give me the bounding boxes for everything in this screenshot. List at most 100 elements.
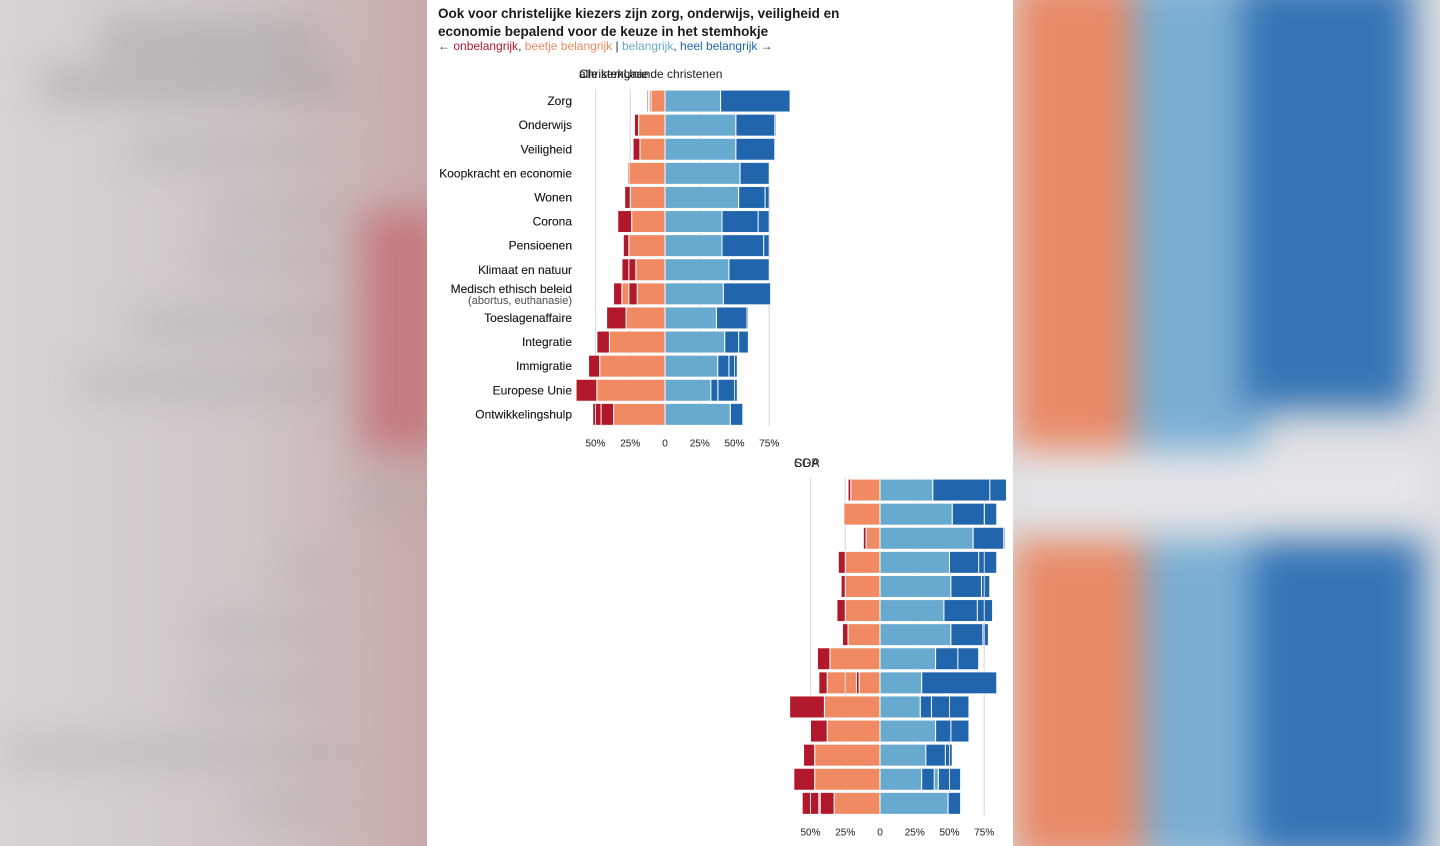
blur-shape [280, 560, 340, 582]
bar-unimportant [626, 161, 630, 185]
bar-very-important [949, 550, 980, 574]
blur-band-important [1133, 0, 1263, 460]
tick-label: 25% [620, 438, 640, 449]
bar-unimportant [818, 671, 828, 695]
tick-label: 25% [905, 827, 925, 838]
bar-important [879, 743, 927, 767]
blur-shape [360, 210, 427, 450]
bar-very-important [717, 354, 730, 378]
bar-important [664, 378, 712, 402]
bar-unimportant [588, 354, 601, 378]
category-label: Europese Unie [493, 383, 573, 397]
bar-very-important [722, 282, 772, 306]
legend-right-arrow: → [760, 39, 773, 53]
tick-label: 25% [905, 827, 925, 838]
bar-important [664, 402, 731, 426]
category-label: Koopkracht en economie [439, 166, 572, 180]
blur-shape [40, 70, 340, 100]
bar-important [879, 791, 949, 815]
bar-bit-important [650, 89, 666, 113]
bar-bit-important [608, 330, 666, 354]
tick-label: 50% [939, 827, 959, 838]
bar-bit-important [638, 113, 666, 137]
category-sublabel: (abortus, euthanasie) [468, 295, 572, 307]
category-label: Ontwikkelingshulp [475, 407, 572, 421]
bar-important [879, 478, 934, 502]
blur-band-very-important [1243, 0, 1413, 410]
bar-important [664, 137, 737, 161]
bar-unimportant [622, 234, 630, 258]
tick-label: 25% [690, 438, 710, 449]
bar-bit-important [814, 743, 881, 767]
blur-shape [240, 795, 340, 817]
tick-label: 25% [690, 438, 710, 449]
legend-separator: | [615, 39, 619, 53]
bar-important [879, 599, 945, 623]
tick-label: 0 [877, 827, 883, 838]
bar-very-important [728, 258, 770, 282]
tick-label: 50% [800, 827, 820, 838]
legend-left-arrow: ← [438, 39, 450, 53]
bar-very-important [935, 647, 959, 671]
bar-bit-important [628, 234, 666, 258]
bar-very-important [951, 502, 985, 526]
blur-shape [80, 370, 340, 396]
category-label: Integratie [522, 335, 572, 349]
blur-band-light [1013, 450, 1433, 520]
bar-very-important [735, 137, 776, 161]
category-label: Pensioenen [509, 239, 572, 253]
bar-important [664, 113, 737, 137]
blur-shape [210, 200, 340, 222]
bar-unimportant [819, 791, 835, 815]
bar-unimportant [575, 378, 598, 402]
bar-bit-important [629, 185, 666, 209]
bar-unimportant [803, 743, 816, 767]
tick-label: 50% [800, 827, 820, 838]
tick-label: 25% [835, 827, 855, 838]
tick-label: 75% [974, 827, 994, 838]
bar-bit-important [858, 671, 881, 695]
bar-very-important [739, 161, 770, 185]
bar-bit-important [850, 478, 881, 502]
bar-very-important [921, 767, 935, 791]
bar-important [879, 719, 937, 743]
bar-bit-important [625, 306, 666, 330]
legend-very-important: heel belangrijk [680, 39, 758, 53]
background-right-blur [1013, 0, 1440, 846]
category-label: Wonen [534, 190, 572, 204]
bar-important [664, 161, 741, 185]
bar-very-important [921, 671, 998, 695]
category-label: Pensioenen [509, 239, 572, 253]
category-label: Medisch ethisch beleid [451, 282, 572, 296]
bar-bit-important [844, 599, 881, 623]
bar-very-important [928, 695, 970, 719]
bar-unimportant [840, 574, 846, 598]
blur-shape [360, 480, 420, 510]
bar-important [879, 767, 923, 791]
small-multiples-chart: alle kerkgaande christenen Zorg Onderwijs V… [439, 67, 1007, 838]
bar-unimportant [810, 719, 828, 743]
blur-band-very-important [1253, 540, 1423, 846]
bar-important [664, 330, 726, 354]
bar-important [664, 306, 717, 330]
bar-bit-important [636, 282, 666, 306]
bar-unimportant [628, 282, 638, 306]
blur-shape [0, 740, 340, 764]
category-label: Veiligheid [521, 142, 572, 156]
tick-label: 75% [759, 438, 779, 449]
tick-label: 75% [974, 827, 994, 838]
tick-label: 75% [759, 438, 779, 449]
bar-bit-important [829, 647, 881, 671]
bar-unimportant [617, 210, 633, 234]
bar-important [664, 185, 740, 209]
blur-shape [200, 250, 340, 272]
category-label: Toeslagenaffaire [484, 311, 572, 325]
category-label: Veiligheid [521, 142, 572, 156]
bar-important [664, 258, 730, 282]
bar-very-important [935, 719, 952, 743]
bar-unimportant [836, 599, 846, 623]
bar-very-important [735, 113, 776, 137]
bar-bit-important [613, 402, 666, 426]
bar-unimportant [596, 330, 610, 354]
bar-bit-important [631, 210, 666, 234]
